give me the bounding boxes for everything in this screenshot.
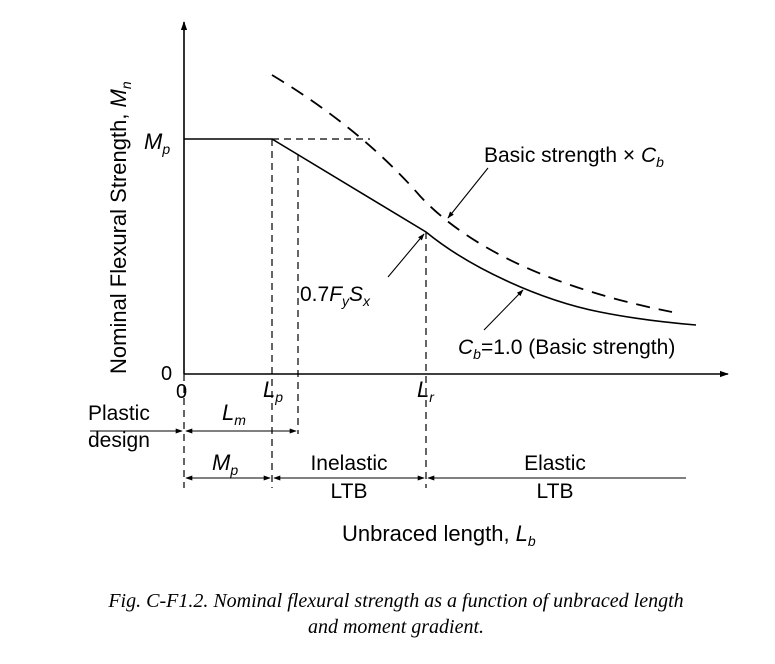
y-axis-label-symbol: M xyxy=(106,88,131,107)
zone-mp-label: Mp xyxy=(212,450,238,478)
figure-caption-line2: and moment gradient. xyxy=(308,616,484,638)
y-axis-label: Nominal Flexural Strength, Mn xyxy=(106,81,134,374)
cb1-label: Cb=1.0 (Basic strength) xyxy=(458,336,675,362)
lr-tick-label: Lr xyxy=(417,377,435,405)
y-axis-label-prefix: Nominal Flexural Strength, xyxy=(106,107,131,374)
lp-tick-label: Lp xyxy=(263,377,283,405)
zone-plastic-line2: design xyxy=(88,429,150,452)
basic-cb-leader xyxy=(447,167,489,219)
zone-inelastic-line1: Inelastic xyxy=(310,452,387,475)
mp-tick-label: Mp xyxy=(144,129,170,157)
basic-strength-cb-curve xyxy=(271,74,673,313)
zone-elastic-line2: LTB xyxy=(537,480,574,503)
figure-caption-line1: Fig. C-F1.2. Nominal flexural strength a… xyxy=(107,590,683,612)
fy-sx-label: 0.7FySx xyxy=(300,283,371,309)
y-axis-label-sub: n xyxy=(118,81,134,89)
zone-lm-label: Lm xyxy=(222,400,246,428)
x-axis-label: Unbraced length, Lb xyxy=(342,521,536,549)
basic-cb-label: Basic strength × Cb xyxy=(484,144,664,170)
fy-sx-leader xyxy=(387,233,425,278)
cb1-leader xyxy=(483,289,524,331)
zone-elastic-line1: Elastic xyxy=(524,452,586,475)
zone-plastic-line1: Plastic xyxy=(88,402,150,425)
basic-strength-curve xyxy=(184,138,697,326)
origin-x-label: 0 xyxy=(176,381,187,403)
origin-y-label: 0 xyxy=(161,363,172,385)
zone-inelastic-line2: LTB xyxy=(331,480,368,503)
